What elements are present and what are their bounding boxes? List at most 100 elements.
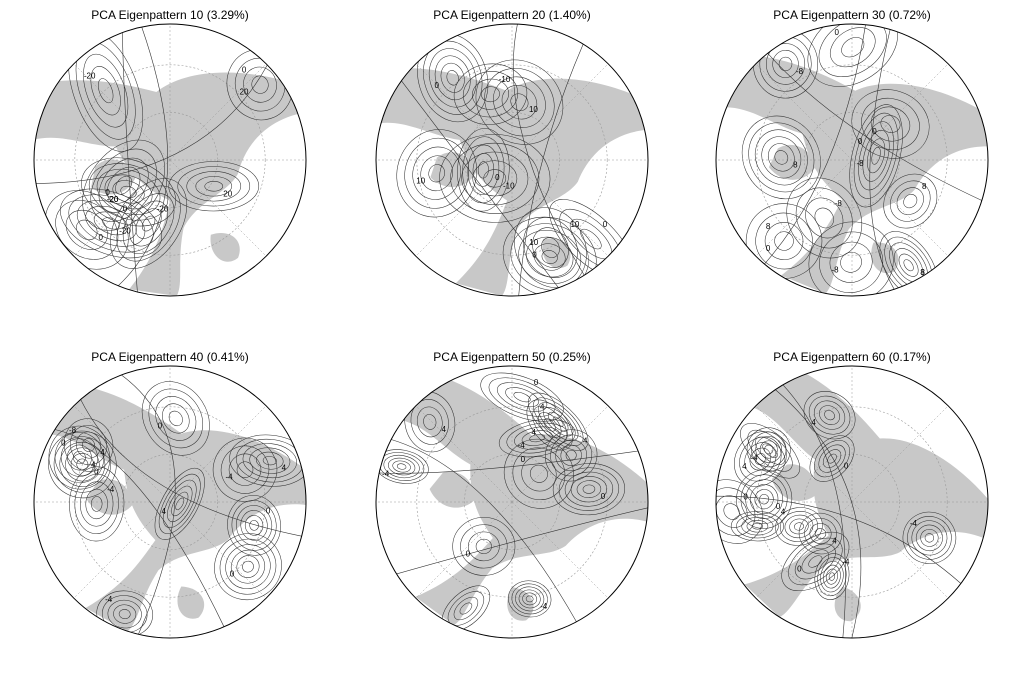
contour-label: 0 — [534, 378, 539, 387]
contour-line — [805, 197, 844, 239]
contour-line — [513, 392, 531, 403]
contour-label: 0 — [797, 564, 802, 573]
map-panel-4: PCA Eigenpattern 40 (0.41%) -8 4 0 -4 0 4 -4 0 4 0… — [30, 350, 310, 650]
latitude-circle — [804, 454, 900, 550]
contour-line — [723, 503, 740, 520]
contour-line — [902, 511, 957, 564]
meridian-line — [755, 159, 853, 257]
contour-line — [48, 430, 117, 499]
contour-line — [801, 549, 830, 574]
contour-label: 0 — [603, 220, 608, 229]
contour-line — [809, 523, 832, 545]
contour-line — [461, 151, 529, 206]
contour-line — [765, 43, 806, 85]
contour-line — [814, 528, 827, 539]
contour-line — [440, 62, 465, 93]
contour-line — [488, 377, 556, 417]
meridian-line — [73, 159, 171, 257]
map-panel-6: PCA Eigenpattern 60 (0.17%) -4 4 0 -4 4 0 4 0 -4 0… — [712, 350, 992, 650]
contour-line — [65, 447, 100, 482]
meridian-line — [511, 63, 609, 161]
polar-map: -8 4 0 -4 0 4 -4 0 4 0 -4 4 0 — [30, 364, 310, 644]
contour-line — [249, 520, 259, 531]
contour-label: 0 — [766, 244, 771, 253]
contour-line — [467, 531, 500, 562]
contour-label: 0 — [872, 127, 877, 136]
contour-label: 10 — [570, 220, 579, 229]
contour-line — [558, 467, 620, 511]
contour-label: 10 — [416, 176, 425, 185]
polar-map: 10 10 0 -10 0 -10 10 0 10 0 — [372, 22, 652, 302]
contour-line — [96, 168, 161, 215]
contour-label: 8 — [922, 182, 927, 191]
contour-line — [228, 453, 262, 486]
contour-line — [428, 164, 445, 183]
contour-line — [552, 416, 564, 427]
contour-line — [754, 129, 808, 186]
contour-line — [102, 217, 120, 230]
contour-label: -8 — [69, 426, 77, 435]
contour-line — [734, 431, 787, 487]
zero-contour — [80, 399, 302, 537]
meridian-line — [851, 159, 949, 257]
contour-line — [828, 572, 836, 581]
contour-line — [220, 445, 270, 494]
contour-line — [871, 146, 881, 165]
contour-line — [104, 174, 153, 210]
map-frame — [33, 23, 307, 297]
contour-label: 0 — [94, 467, 99, 476]
panel-title: PCA Eigenpattern 40 (0.41%) — [91, 350, 249, 364]
contour-line — [262, 456, 277, 466]
contour-line — [69, 466, 125, 542]
zero-contour — [764, 24, 866, 265]
meridian-line — [755, 501, 853, 599]
contour-line — [230, 549, 266, 584]
contour-line — [90, 66, 121, 116]
latitude-circle — [756, 64, 948, 256]
contour-label: 0 — [266, 506, 271, 515]
contour-line — [475, 59, 564, 145]
contour-line — [751, 522, 763, 530]
land-area — [177, 586, 205, 619]
contour-line — [60, 438, 98, 477]
polar-map: 0 -20 -20 -20 0 20 -20 0 20 0 -20 — [30, 22, 310, 302]
contour-line — [582, 484, 596, 494]
contour-label: 4 — [781, 507, 786, 516]
contour-line — [158, 473, 201, 534]
contour-label: 0 — [776, 502, 781, 511]
contour-line — [434, 55, 471, 101]
contour-line — [53, 436, 111, 493]
contour-line — [543, 418, 556, 432]
contour-label: 0 — [466, 549, 471, 558]
contour-line — [755, 436, 782, 463]
contour-line — [532, 227, 569, 268]
contour-line — [204, 181, 224, 192]
contour-label: -4 — [842, 558, 850, 567]
contour-line — [523, 217, 578, 278]
contour-line — [778, 56, 793, 72]
contour-line — [755, 212, 813, 270]
meridian-line — [851, 501, 949, 599]
contour-line — [764, 444, 774, 455]
zero-contour — [775, 389, 862, 638]
contour-label: -8 — [835, 199, 843, 208]
contour-label: -8 — [832, 265, 840, 274]
contour-line — [759, 440, 778, 459]
contour-line — [813, 400, 846, 430]
map-frame — [715, 23, 989, 297]
contour-line — [60, 188, 163, 259]
contour-label: -20 — [84, 72, 96, 81]
contour-label: 10 — [529, 238, 538, 247]
contour-line — [481, 86, 500, 103]
contour-line — [225, 544, 271, 590]
contour-label: 0 — [158, 421, 163, 430]
contour-line — [741, 517, 774, 536]
contour-line — [853, 112, 899, 199]
contour-line — [82, 139, 165, 231]
contour-line — [48, 425, 111, 490]
contour-line — [175, 497, 185, 511]
contour-line — [541, 250, 558, 264]
contour-label: -4 — [105, 595, 113, 604]
contour-line — [240, 510, 268, 541]
